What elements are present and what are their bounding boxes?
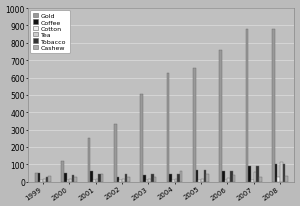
Bar (177, 175, 180, 182)
Bar (227, 178, 230, 182)
Bar (277, 177, 280, 182)
Bar (119, 180, 122, 182)
Bar (172, 180, 175, 182)
Bar (117, 177, 119, 182)
Bar (251, 180, 254, 182)
Bar (114, 124, 117, 182)
Bar (272, 30, 275, 182)
Bar (201, 179, 204, 182)
Bar (140, 95, 143, 182)
Bar (225, 180, 227, 182)
Bar (283, 165, 285, 182)
Bar (72, 175, 74, 182)
Bar (148, 179, 151, 182)
Bar (38, 173, 40, 182)
Bar (246, 30, 248, 182)
Bar (98, 174, 101, 182)
Bar (69, 179, 72, 182)
Bar (101, 175, 104, 182)
Bar (43, 179, 46, 182)
Bar (230, 171, 232, 182)
Legend: Gold, Coffee, Cotton, Tea, Tobacco, Cashew: Gold, Coffee, Cotton, Tea, Tobacco, Cash… (30, 11, 70, 54)
Bar (198, 180, 201, 182)
Bar (151, 175, 154, 182)
Bar (280, 162, 283, 182)
Bar (124, 175, 127, 182)
Bar (248, 166, 251, 182)
Bar (90, 171, 93, 182)
Bar (222, 171, 225, 182)
Bar (127, 177, 130, 182)
Bar (254, 172, 256, 182)
Bar (146, 180, 148, 182)
Bar (122, 179, 124, 182)
Bar (61, 161, 64, 182)
Bar (74, 177, 77, 182)
Bar (285, 176, 288, 182)
Bar (143, 175, 146, 182)
Bar (67, 180, 69, 182)
Bar (180, 171, 182, 182)
Bar (206, 175, 209, 182)
Bar (40, 180, 43, 182)
Bar (64, 173, 67, 182)
Bar (196, 170, 198, 182)
Bar (96, 179, 98, 182)
Bar (193, 69, 196, 182)
Bar (48, 176, 51, 182)
Bar (275, 165, 277, 182)
Bar (35, 173, 38, 182)
Bar (169, 174, 172, 182)
Bar (93, 180, 96, 182)
Bar (204, 170, 206, 182)
Bar (46, 177, 48, 182)
Bar (88, 139, 90, 182)
Bar (167, 74, 169, 182)
Bar (175, 179, 177, 182)
Bar (154, 177, 156, 182)
Bar (259, 177, 262, 182)
Bar (256, 167, 259, 182)
Bar (232, 175, 235, 182)
Bar (219, 50, 222, 182)
